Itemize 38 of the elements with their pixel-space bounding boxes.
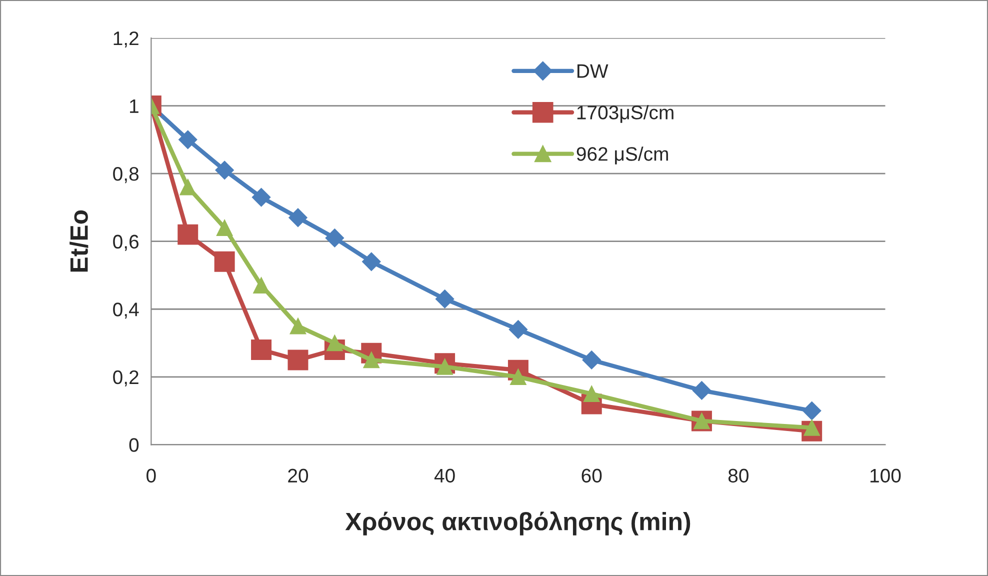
point bbox=[178, 130, 198, 150]
point bbox=[288, 208, 308, 227]
x-tick-label: 40 bbox=[434, 468, 455, 483]
legend-label: DW bbox=[578, 64, 608, 78]
point bbox=[288, 350, 308, 370]
point bbox=[290, 318, 306, 334]
point bbox=[215, 160, 234, 180]
y-tick-label: 0,2 bbox=[113, 370, 138, 386]
point bbox=[251, 340, 272, 360]
y-tick-label: 0,8 bbox=[113, 167, 139, 184]
x-tick-label: 0 bbox=[146, 468, 156, 483]
point bbox=[253, 277, 270, 294]
y-tick-label: 1 bbox=[130, 99, 138, 113]
x-tick-label: 80 bbox=[728, 468, 748, 483]
point bbox=[802, 401, 822, 420]
y-axis-title: Et/Eo bbox=[70, 210, 88, 272]
point bbox=[692, 381, 712, 400]
point bbox=[325, 228, 344, 248]
y-tick-label: 0 bbox=[129, 438, 139, 452]
point bbox=[508, 320, 528, 339]
point bbox=[178, 224, 198, 245]
point bbox=[362, 252, 381, 272]
x-tick-label: 100 bbox=[870, 468, 901, 483]
y-tick-label: 1,2 bbox=[114, 31, 138, 48]
legend-label: 962 μS/cm bbox=[576, 146, 668, 164]
x-tick-label: 20 bbox=[288, 468, 308, 483]
y-tick-label: 0,6 bbox=[113, 234, 139, 251]
point bbox=[582, 350, 601, 370]
point bbox=[435, 290, 454, 308]
point bbox=[216, 220, 233, 236]
point bbox=[252, 188, 271, 207]
point bbox=[180, 178, 196, 196]
legend-label: 1703μS/cm bbox=[577, 105, 674, 123]
x-tick-label: 60 bbox=[582, 468, 602, 483]
x-axis-title: Χρόνος ακτινοβόλησης (min) bbox=[345, 511, 690, 536]
point bbox=[583, 386, 600, 402]
point bbox=[214, 251, 235, 272]
y-tick-label: 0,4 bbox=[113, 302, 139, 319]
